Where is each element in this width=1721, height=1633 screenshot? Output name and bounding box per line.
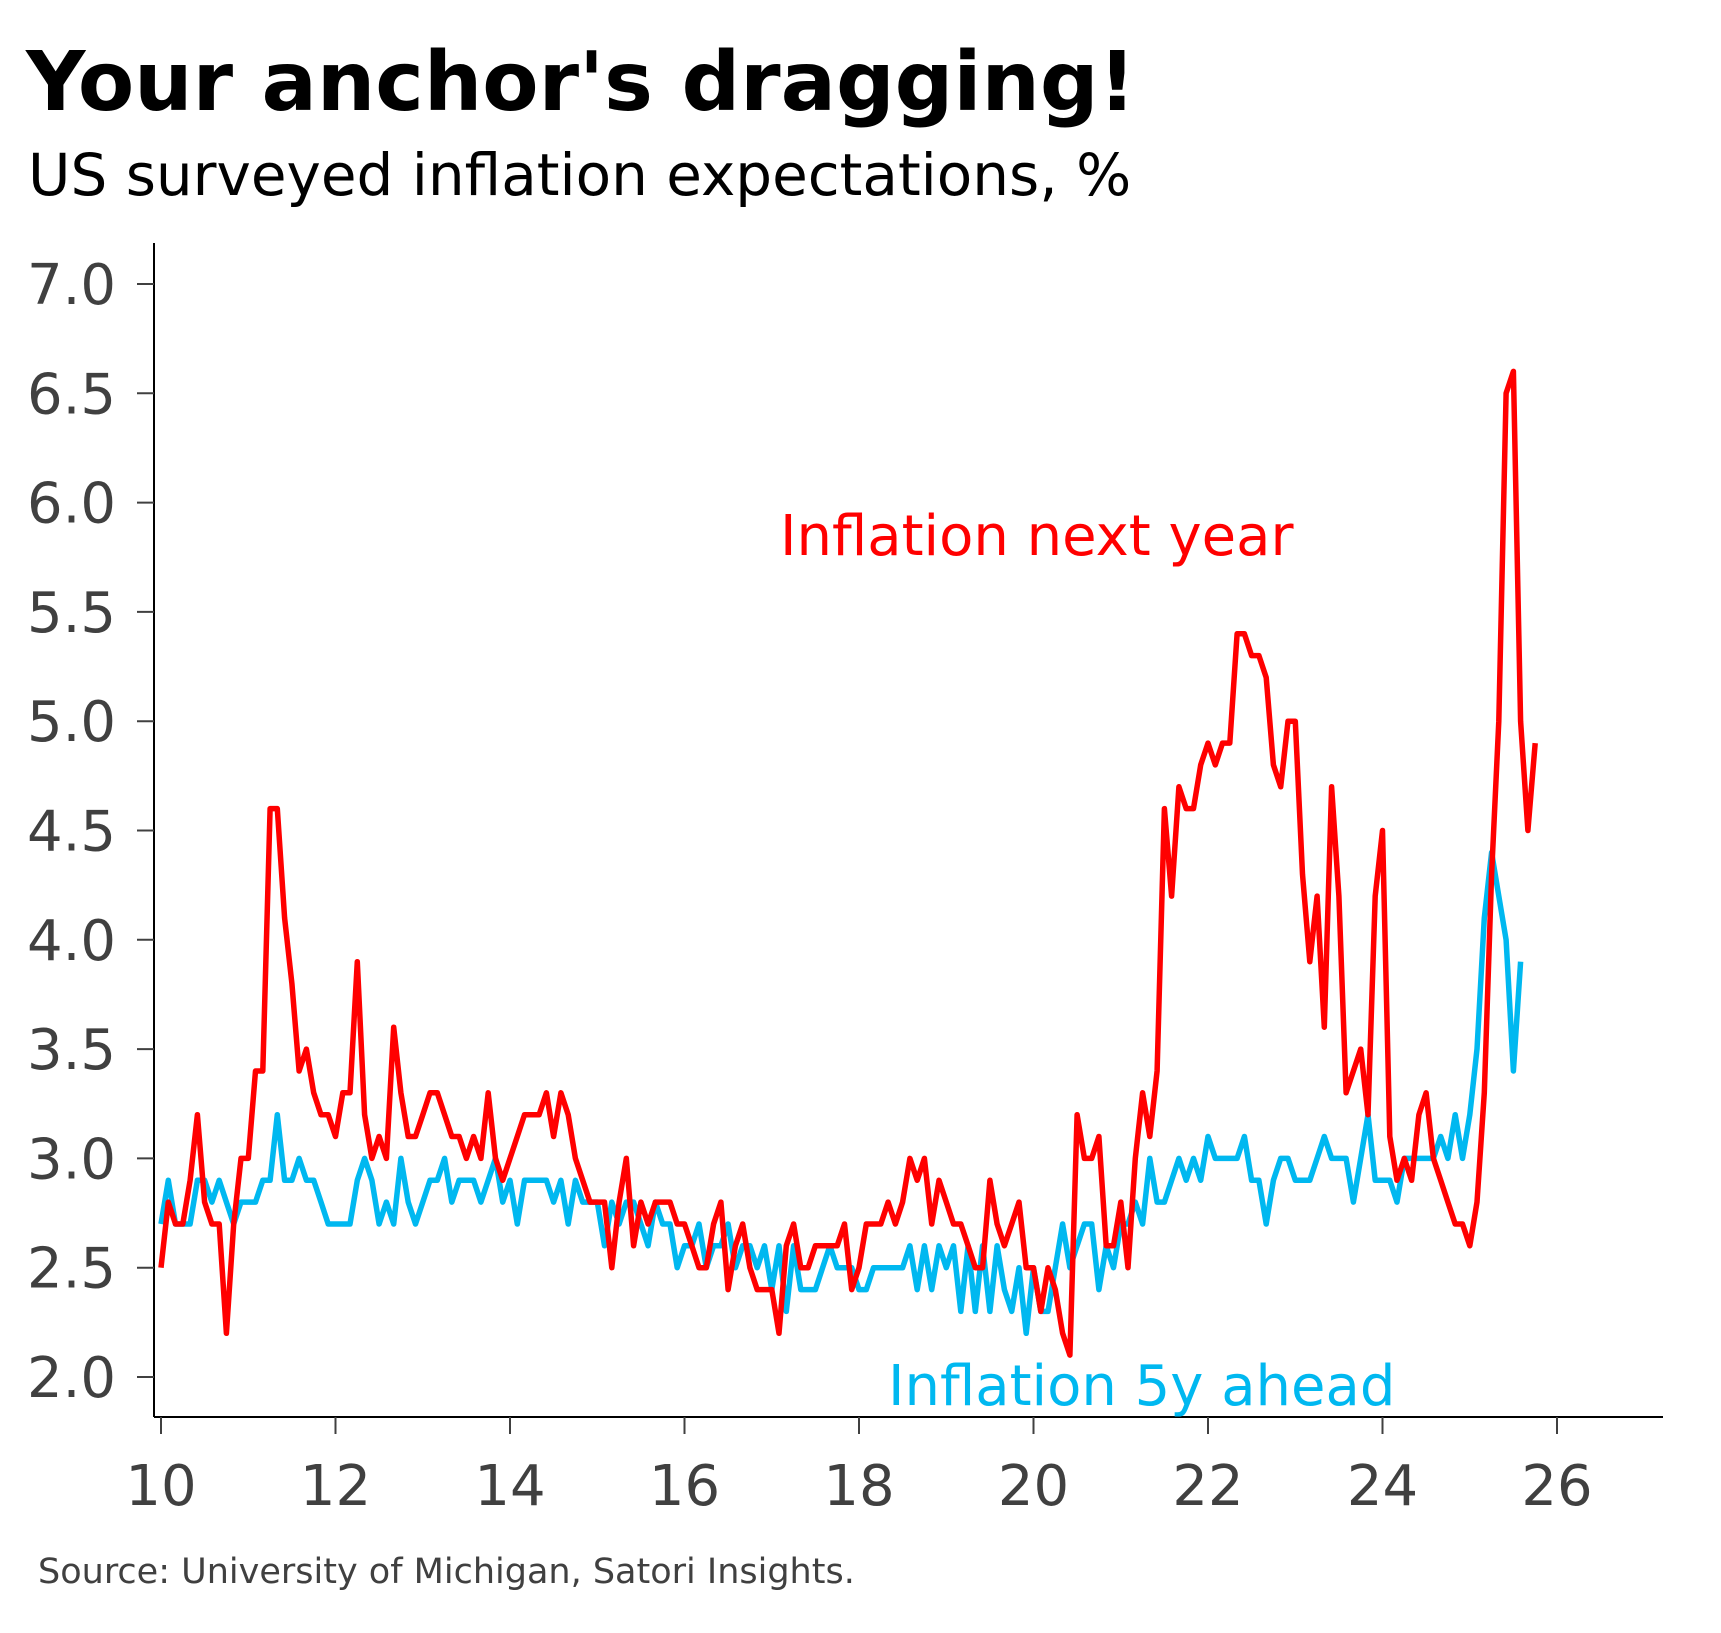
chart-title: Your anchor's dragging! <box>25 35 1136 130</box>
y-tick-label: 2.0 <box>27 1346 116 1411</box>
y-tick-label: 5.0 <box>27 690 116 755</box>
x-tick-label: 16 <box>649 1454 720 1519</box>
x-tick-label: 10 <box>125 1454 196 1519</box>
chart-subtitle: US surveyed inflation expectations, % <box>28 141 1131 209</box>
y-tick-label: 6.0 <box>27 472 116 537</box>
axes: 2.0 2.5 3.0 3.5 4.0 4.5 5.0 5.5 6.0 6.5 7.0 10 12 14 1… <box>27 243 1663 1519</box>
y-tick-label: 6.5 <box>27 362 116 427</box>
x-tick-label: 20 <box>998 1454 1069 1519</box>
y-tick-label: 3.0 <box>27 1127 116 1192</box>
x-tick-label: 18 <box>823 1454 894 1519</box>
series-label-5y-ahead: Inflation 5y ahead <box>888 1354 1395 1419</box>
series-line-next-year <box>158 368 1538 1358</box>
x-tick-label: 14 <box>474 1454 545 1519</box>
y-tick-label: 2.5 <box>27 1237 116 1302</box>
y-tick-label: 5.5 <box>27 581 116 646</box>
y-tick-label: 4.0 <box>27 909 116 974</box>
x-tick-label: 26 <box>1521 1454 1592 1519</box>
x-tick-label: 12 <box>300 1454 371 1519</box>
plot-area <box>158 368 1538 1358</box>
y-tick-label: 7.0 <box>27 253 116 318</box>
source-note: Source: University of Michigan, Satori I… <box>38 1552 855 1592</box>
series-label-next-year: Inflation next year <box>780 504 1294 569</box>
series-line-5y-ahead <box>158 849 1524 1337</box>
y-tick-label: 4.5 <box>27 800 116 865</box>
x-tick-label: 24 <box>1347 1454 1418 1519</box>
y-tick-label: 3.5 <box>27 1018 116 1083</box>
x-tick-label: 22 <box>1172 1454 1243 1519</box>
